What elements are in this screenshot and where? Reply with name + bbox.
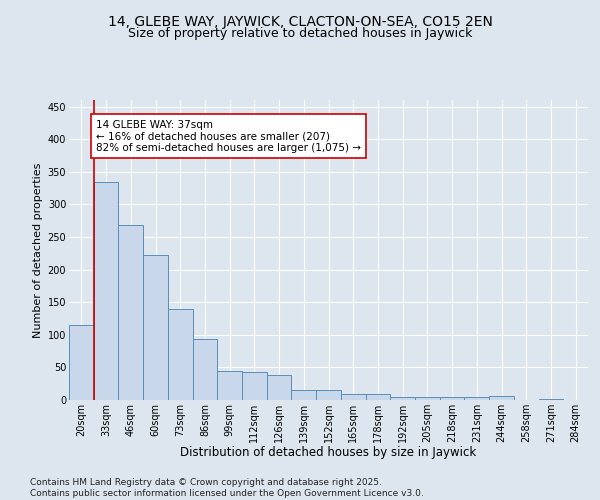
Bar	[143, 255, 168, 400]
Y-axis label: Number of detached properties: Number of detached properties	[34, 162, 43, 338]
Bar	[193, 340, 217, 400]
Bar	[267, 374, 292, 400]
Bar	[292, 390, 316, 400]
Bar	[464, 396, 489, 400]
Bar	[390, 396, 415, 400]
Bar	[168, 308, 193, 400]
Bar	[365, 394, 390, 400]
Bar	[94, 182, 118, 400]
Bar	[217, 372, 242, 400]
Bar	[440, 396, 464, 400]
Bar	[489, 396, 514, 400]
Text: Contains HM Land Registry data © Crown copyright and database right 2025.
Contai: Contains HM Land Registry data © Crown c…	[30, 478, 424, 498]
Bar	[118, 225, 143, 400]
X-axis label: Distribution of detached houses by size in Jaywick: Distribution of detached houses by size …	[181, 446, 476, 460]
Text: 14 GLEBE WAY: 37sqm
← 16% of detached houses are smaller (207)
82% of semi-detac: 14 GLEBE WAY: 37sqm ← 16% of detached ho…	[96, 120, 361, 153]
Bar	[415, 396, 440, 400]
Text: 14, GLEBE WAY, JAYWICK, CLACTON-ON-SEA, CO15 2EN: 14, GLEBE WAY, JAYWICK, CLACTON-ON-SEA, …	[107, 15, 493, 29]
Bar	[316, 390, 341, 400]
Bar	[242, 372, 267, 400]
Bar	[539, 398, 563, 400]
Bar	[341, 394, 365, 400]
Text: Size of property relative to detached houses in Jaywick: Size of property relative to detached ho…	[128, 28, 472, 40]
Bar	[69, 325, 94, 400]
